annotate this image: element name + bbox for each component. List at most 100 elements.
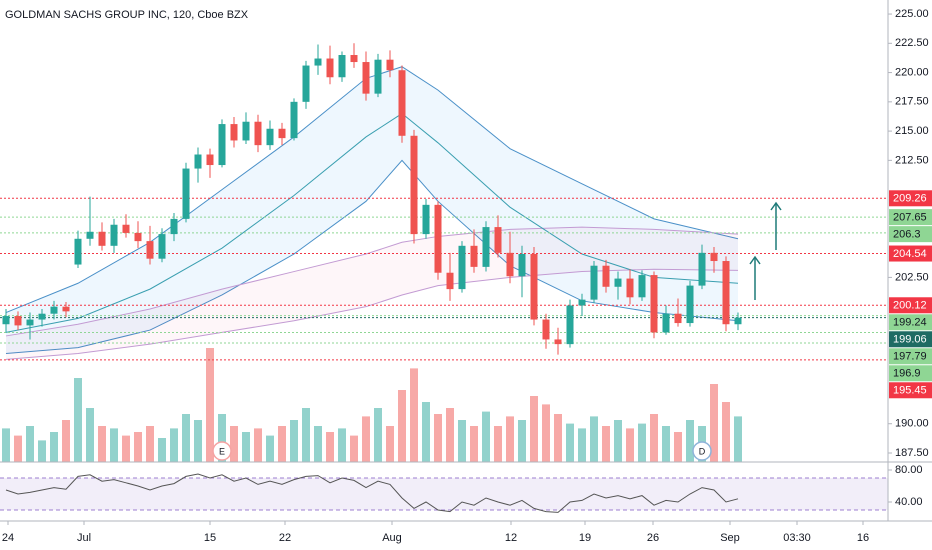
level-label: 206.3 <box>893 229 921 241</box>
volume-bar <box>146 426 154 462</box>
rsi-line <box>5 473 739 513</box>
candle-body <box>254 121 262 146</box>
level-label: 200.12 <box>893 300 927 312</box>
candle-body <box>482 227 490 267</box>
candle-body <box>518 254 526 277</box>
y-tick-label: 225.00 <box>895 8 929 20</box>
level-label: 195.45 <box>893 385 927 397</box>
x-tick-label: 16 <box>857 532 869 544</box>
candle-body <box>578 299 586 306</box>
indicator-line <box>5 112 739 333</box>
candle-body <box>446 272 454 290</box>
candle-body <box>158 234 166 259</box>
level-label-box <box>889 209 932 226</box>
volume-bar <box>110 428 118 462</box>
candle-body <box>170 218 178 235</box>
x-tick-label: 24 <box>2 532 14 544</box>
volume-bar <box>530 396 538 462</box>
volume-bar <box>350 435 358 462</box>
volume-bar <box>446 408 454 462</box>
candle-body <box>566 305 574 345</box>
volume-bar <box>158 438 166 462</box>
candle-body <box>398 70 406 136</box>
volume-bar <box>722 402 730 462</box>
volume-bar <box>482 411 490 462</box>
level-label-box <box>889 190 932 207</box>
candle-body <box>218 124 226 166</box>
volume-bar <box>170 428 178 462</box>
band-upper <box>5 226 739 337</box>
volume-bar <box>2 428 10 462</box>
candle-body <box>494 227 502 253</box>
volume-bar <box>662 426 670 462</box>
candle-body <box>626 278 634 298</box>
volume-bar <box>554 414 562 462</box>
x-tick-label: 12 <box>505 532 517 544</box>
candle-body <box>134 232 142 242</box>
y-tick-label: 202.50 <box>895 271 929 283</box>
volume-bar <box>398 390 406 462</box>
volume-bar <box>338 428 346 462</box>
volume-bar <box>458 420 466 462</box>
candle-body <box>530 254 538 320</box>
volume-bar <box>302 408 310 462</box>
candle-body <box>434 204 442 273</box>
volume-bar <box>254 428 262 462</box>
candle-body <box>614 278 622 287</box>
volume-bar <box>218 414 226 462</box>
volume-bar <box>26 426 34 462</box>
level-label: 199.24 <box>893 317 927 329</box>
candle-body <box>194 154 202 169</box>
volume-bar <box>386 426 394 462</box>
band-fill <box>6 66 738 354</box>
rsi-band <box>0 478 888 510</box>
level-label-box <box>889 331 932 348</box>
volume-bar <box>578 428 586 462</box>
candle-body <box>602 265 610 287</box>
candle-body <box>62 306 70 312</box>
candle-body <box>110 224 118 246</box>
candle-body <box>74 238 82 265</box>
candle-body <box>122 224 130 233</box>
volume-bar <box>590 416 598 462</box>
volume-bar <box>290 420 298 462</box>
volume-bar <box>50 432 58 462</box>
x-tick-label: 22 <box>279 532 291 544</box>
volume-bar <box>686 420 694 462</box>
candle-body <box>554 339 562 345</box>
volume-bar <box>410 368 418 462</box>
event-label: D <box>699 446 706 456</box>
volume-bar <box>422 402 430 462</box>
chart-title: GOLDMAN SACHS GROUP INC, 120, Cboe BZX <box>5 9 249 21</box>
candle-body <box>350 55 358 63</box>
volume-bar <box>230 426 238 462</box>
event-marker <box>212 441 232 461</box>
rsi-tick-label: 80.00 <box>895 464 923 476</box>
level-label-box <box>889 226 932 243</box>
candle-body <box>338 55 346 78</box>
volume-bar <box>434 414 442 462</box>
arrow <box>770 201 782 250</box>
level-label-box <box>889 348 932 365</box>
candle-body <box>650 275 658 333</box>
candle-body <box>638 275 646 298</box>
candle-body <box>734 317 742 325</box>
volume-bar <box>674 432 682 462</box>
y-tick-label: 215.00 <box>895 125 929 137</box>
y-tick-label: 212.50 <box>895 154 929 166</box>
x-tick-label: 26 <box>647 532 659 544</box>
volume-bar <box>542 404 550 462</box>
candle-body <box>710 252 718 262</box>
candle-body <box>182 168 190 219</box>
level-label-box <box>889 297 932 314</box>
candle-body <box>410 135 418 235</box>
candle-body <box>470 245 478 267</box>
volume-bar <box>374 408 382 462</box>
x-tick-label: Jul <box>77 532 91 544</box>
volume-bar <box>326 432 334 462</box>
level-label: 196.9 <box>893 368 921 380</box>
volume-bar <box>194 420 202 462</box>
level-label-box <box>889 314 932 331</box>
